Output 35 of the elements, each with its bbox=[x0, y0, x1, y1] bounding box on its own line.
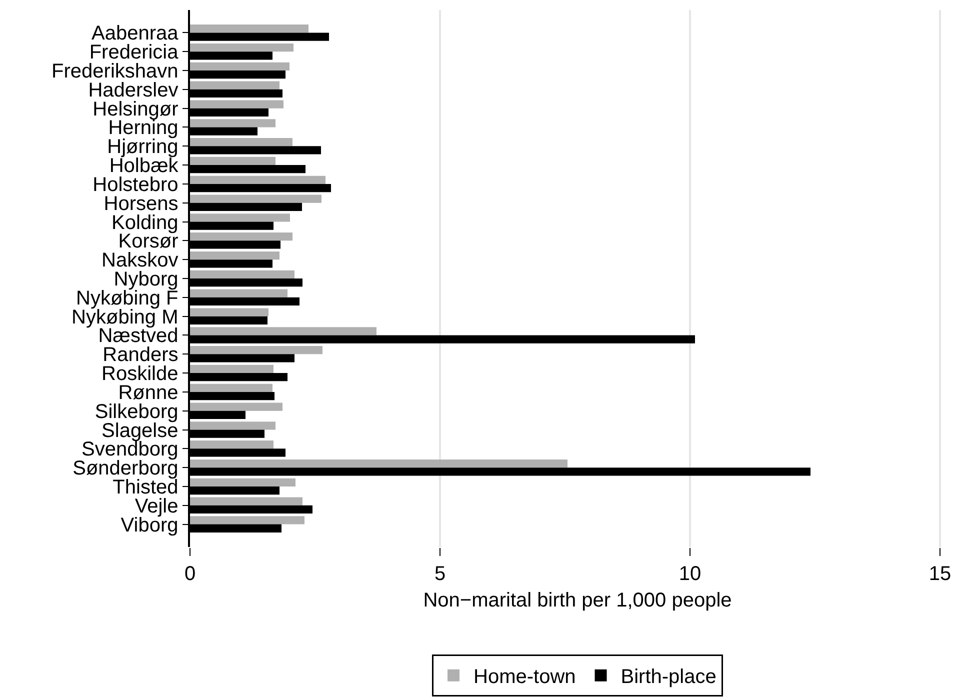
bar bbox=[190, 251, 280, 260]
bar bbox=[190, 194, 322, 203]
x-tick-label: 15 bbox=[928, 563, 952, 585]
bar bbox=[190, 24, 308, 33]
bar bbox=[190, 440, 274, 449]
x-tick-label: 5 bbox=[434, 563, 446, 585]
bar bbox=[190, 478, 296, 486]
bar bbox=[190, 516, 304, 524]
bar bbox=[190, 62, 290, 71]
bar bbox=[190, 402, 282, 411]
bar bbox=[190, 308, 268, 316]
bar bbox=[190, 459, 568, 468]
bar bbox=[190, 100, 284, 108]
y-tick-label: Vejle bbox=[134, 495, 178, 518]
bar bbox=[190, 346, 322, 354]
x-tick-label: 10 bbox=[678, 563, 702, 585]
bar bbox=[190, 270, 294, 278]
bar bbox=[190, 232, 292, 241]
legend-label: Home-town bbox=[474, 666, 576, 688]
x-axis-title: Non−marital birth per 1,000 people bbox=[423, 590, 732, 612]
x-tick-label: 0 bbox=[184, 563, 196, 585]
legend-label: Birth-place bbox=[620, 666, 716, 688]
bar bbox=[190, 138, 292, 146]
bar bbox=[190, 422, 276, 430]
bar bbox=[190, 81, 280, 90]
bar bbox=[190, 364, 274, 374]
bar bbox=[190, 289, 288, 298]
bar bbox=[190, 384, 272, 392]
bar bbox=[190, 43, 294, 52]
bar bbox=[190, 119, 276, 128]
bar bbox=[190, 176, 326, 184]
bar bbox=[190, 327, 376, 336]
bar bbox=[190, 497, 302, 506]
bar bbox=[190, 214, 290, 222]
bar bbox=[190, 156, 276, 166]
